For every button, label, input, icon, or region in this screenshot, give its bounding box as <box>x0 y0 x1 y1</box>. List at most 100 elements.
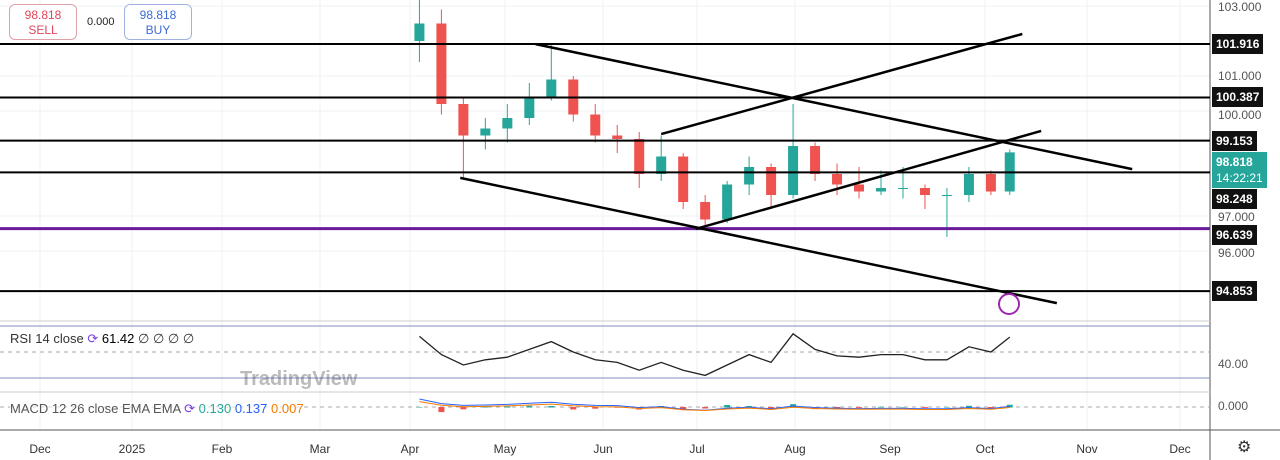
candle-body <box>502 118 513 129</box>
macd-histogram-bar <box>943 407 950 408</box>
time-tick: Aug <box>784 442 806 456</box>
time-tick: Mar <box>309 442 331 456</box>
time-tick: Oct <box>975 442 995 456</box>
rsi-value: 61.42 <box>101 331 135 346</box>
macd-histogram-bar <box>526 405 533 408</box>
macd-line <box>419 398 1010 411</box>
time-tick: Feb <box>211 442 233 456</box>
sell-label: SELL <box>28 23 58 37</box>
macd-histogram-bar <box>482 406 489 408</box>
macd-histogram-bar <box>702 407 709 409</box>
candle-body <box>458 104 469 136</box>
macd-histogram-bar <box>680 407 687 411</box>
sell-button[interactable]: 98.818 SELL <box>9 4 77 40</box>
time-tick: Nov <box>1076 442 1098 456</box>
time-tick: Dec <box>1169 442 1191 456</box>
candle-body <box>854 184 865 192</box>
candle-body <box>678 156 689 202</box>
candle-body <box>876 188 886 192</box>
candle-body <box>810 146 821 174</box>
bar-countdown: 14:22:21 <box>1216 170 1263 185</box>
candle-body <box>985 174 996 192</box>
signal-line <box>419 401 1010 412</box>
refresh-icon[interactable]: ⟳ <box>87 331 99 346</box>
candle-body <box>414 23 425 41</box>
alert-icon <box>998 293 1020 315</box>
level-price-label: 99.153 <box>1212 130 1257 151</box>
rsi-line <box>419 332 1011 377</box>
price-tick: 100.000 <box>1218 108 1262 123</box>
candle-body <box>546 79 557 97</box>
rsi-tick: 40.00 <box>1218 357 1249 371</box>
price-tick: 96.000 <box>1218 245 1255 260</box>
macd-value: 0.130 <box>198 401 232 416</box>
settings-icon[interactable]: ⚙ <box>1237 439 1252 456</box>
candle-body <box>963 174 974 195</box>
trendline <box>535 42 1133 171</box>
price-tick: 101.000 <box>1218 69 1262 83</box>
candle-body <box>436 23 447 104</box>
level-price-label: 100.387 <box>1212 87 1264 108</box>
level-price-label: 96.639 <box>1212 224 1257 245</box>
candle-body <box>634 139 645 174</box>
candle-body <box>832 174 843 185</box>
sell-price: 98.818 <box>24 8 62 22</box>
macd-histogram-bar <box>460 407 467 410</box>
rsi-legend[interactable]: RSI 14 close ⟳ 61.42 ∅ ∅ ∅ ∅ <box>10 331 195 347</box>
macd-histogram-bar <box>724 405 731 408</box>
last-price: 98.818 <box>1216 154 1253 169</box>
refresh-icon[interactable]: ⟳ <box>184 401 196 416</box>
macd-histogram-bar <box>768 407 775 410</box>
time-tick: Apr <box>400 442 420 456</box>
candle-body <box>788 146 799 195</box>
candle-body <box>919 188 930 195</box>
candle-body <box>744 167 755 185</box>
buy-button[interactable]: 98.818 BUY <box>124 4 192 40</box>
candle-body <box>524 97 535 118</box>
macd-legend[interactable]: MACD 12 26 close EMA EMA ⟳ 0.130 0.137 0… <box>10 401 304 417</box>
buy-label: BUY <box>145 23 171 37</box>
level-price-label: 101.916 <box>1212 33 1264 54</box>
macd-histogram-bar <box>548 406 555 408</box>
macd-histogram-bar <box>504 406 511 408</box>
macd-histogram-bar <box>592 407 599 409</box>
candle-body <box>590 114 601 136</box>
time-tick: 2025 <box>118 442 146 456</box>
trendline <box>695 129 1042 231</box>
macd-histogram-bar <box>856 407 863 408</box>
candle-body <box>700 202 711 220</box>
time-tick: Dec <box>29 442 51 456</box>
macd-label: MACD 12 26 close EMA EMA <box>10 401 181 416</box>
level-price-label: 98.248 <box>1212 188 1257 209</box>
candle-body <box>941 195 952 196</box>
macd-histogram-bar <box>987 407 994 409</box>
price-tick: 103.000 <box>1218 0 1262 14</box>
signal-value: 0.137 <box>234 401 268 416</box>
time-tick: May <box>493 442 517 456</box>
price-tick: 97.000 <box>1218 209 1255 224</box>
tradingview-watermark: TradingView <box>240 368 358 390</box>
candle-body <box>480 128 491 136</box>
trendline <box>459 176 1058 305</box>
macd-histogram-bar <box>878 406 884 408</box>
macd-histogram-bar <box>570 407 577 410</box>
macd-histogram-bar <box>1006 404 1013 408</box>
histogram-value: 0.007 <box>271 401 304 416</box>
macd-histogram-bar <box>438 407 445 413</box>
macd-histogram-bar <box>899 407 906 408</box>
time-tick: Jun <box>593 442 613 456</box>
macd-tick: 0.000 <box>1218 399 1249 413</box>
candle-body <box>722 184 733 220</box>
level-price-label: 94.853 <box>1212 281 1257 302</box>
candle-body <box>656 156 667 174</box>
rsi-extra: ∅ ∅ ∅ ∅ <box>138 331 195 346</box>
rsi-label: RSI 14 close <box>10 331 84 346</box>
candle-body <box>766 167 777 195</box>
buy-price: 98.818 <box>139 8 177 22</box>
trendline <box>660 32 1023 136</box>
macd-histogram-bar <box>416 407 423 408</box>
time-tick: Jul <box>689 442 705 456</box>
macd-histogram-bar <box>921 407 928 408</box>
time-tick: Sep <box>879 442 901 456</box>
